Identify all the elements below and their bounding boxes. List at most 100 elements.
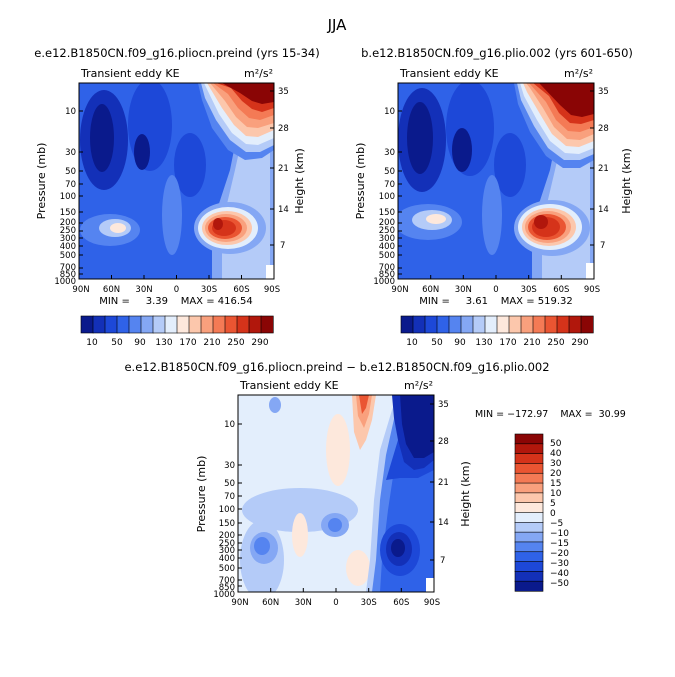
- tick-label: 10: [384, 107, 395, 117]
- colorbar-label: −5: [550, 519, 563, 529]
- colorbar-swatch: [224, 315, 238, 334]
- tick-label: 150: [219, 519, 235, 529]
- tick-label: 1000: [54, 277, 76, 287]
- panel-title: e.e12.B1850CN.f09_g16.pliocn.preind (yrs…: [34, 46, 319, 60]
- colorbar-label: 210: [523, 338, 540, 348]
- colorbar-label: 10: [406, 338, 418, 348]
- tick-label: 30N: [135, 285, 152, 295]
- colorbar-swatch: [514, 433, 544, 445]
- tick-label: 21: [278, 164, 289, 174]
- tick-label: 35: [278, 87, 289, 97]
- tick-label: 50: [224, 479, 235, 489]
- colorbar-label: 90: [454, 338, 466, 348]
- colorbar-label: 20: [550, 469, 562, 479]
- tick-label: 60N: [422, 285, 439, 295]
- panel-plio: b.e12.B1850CN.f09_g16.plio.002 (yrs 601-…: [354, 46, 633, 307]
- colorbar-preind: [80, 315, 274, 334]
- colorbar-labels-difference: 50 40 30 20 15 10 5 0 −5 −10 −15 −20 −30…: [550, 439, 569, 589]
- tick-label: 400: [219, 554, 235, 564]
- colorbar-swatch: [104, 315, 118, 334]
- colorbar-label: 170: [179, 338, 196, 348]
- colorbar-swatch: [496, 315, 510, 334]
- colorbar-label: 130: [475, 338, 492, 348]
- colorbar-label: −15: [550, 539, 569, 549]
- colorbar-swatch: [212, 315, 226, 334]
- contour-field: [238, 395, 434, 592]
- colorbar-swatch: [514, 561, 544, 572]
- tick-label: 700: [219, 576, 235, 586]
- colorbar-swatch: [460, 315, 474, 334]
- tick-label: 1000: [213, 590, 235, 600]
- colorbar-labels-preind: 10 50 90 130 170 210 250 290: [86, 338, 269, 348]
- min-max-stats: MIN = 3.39 MAX = 416.54: [99, 296, 253, 307]
- panel-title: e.e12.B1850CN.f09_g16.pliocn.preind − b.…: [124, 360, 549, 374]
- colorbar-labels-plio: 10 50 90 130 170 210 250 290: [406, 338, 589, 348]
- tick-label: 60S: [233, 285, 249, 295]
- tick-label: 14: [598, 205, 609, 215]
- tick-label: 700: [379, 263, 395, 273]
- season-title: JJA: [327, 16, 348, 34]
- x-tick-labels: 90N 60N 30N 0 30S 60S 90S: [231, 598, 440, 608]
- min-max-stats: MIN = −172.97 MAX = 30.99: [475, 409, 626, 420]
- tick-label: 200: [379, 218, 395, 228]
- colorbar-label: 15: [550, 479, 561, 489]
- colorbar-label: 130: [155, 338, 172, 348]
- units-label: m²/s²: [564, 67, 593, 80]
- y-axis-label: Pressure (mb): [195, 456, 208, 533]
- colorbar-label: −50: [550, 579, 569, 589]
- colorbar-label: −30: [550, 559, 569, 569]
- tick-label: 90N: [231, 598, 248, 608]
- tick-label: 60N: [262, 598, 279, 608]
- tick-label: 60S: [393, 598, 409, 608]
- tick-label: 300: [219, 546, 235, 556]
- tick-label: 30N: [295, 598, 312, 608]
- tick-label: 70: [65, 180, 76, 190]
- colorbar-swatch: [544, 315, 558, 334]
- tick-label: 70: [384, 180, 395, 190]
- colorbar-swatch: [514, 463, 544, 474]
- contour-field: [398, 83, 594, 279]
- tick-label: 500: [379, 251, 395, 261]
- tick-label: 0: [333, 598, 338, 608]
- colorbar-label: 170: [499, 338, 516, 348]
- tick-label: 7: [600, 241, 605, 251]
- colorbar-swatch: [514, 531, 544, 543]
- colorbar-label: 40: [550, 449, 562, 459]
- tick-label: 850: [379, 270, 395, 280]
- colorbar-swatch: [568, 315, 582, 334]
- height-tick-labels: 35 28 21 14 7: [598, 87, 609, 251]
- tick-label: 200: [60, 218, 76, 228]
- tick-label: 35: [598, 87, 609, 97]
- colorbar-label: 5: [550, 499, 556, 509]
- colorbar-label: 30: [550, 459, 562, 469]
- colorbar-swatch: [514, 492, 544, 504]
- colorbar-swatch: [508, 315, 522, 334]
- tick-label: 10: [65, 107, 76, 117]
- colorbar-label: 90: [134, 338, 146, 348]
- tick-label: 1000: [373, 277, 395, 287]
- colorbar-label: 290: [571, 338, 588, 348]
- tick-label: 250: [219, 539, 235, 549]
- tick-label: 0: [174, 285, 179, 295]
- colorbar-swatch: [260, 315, 274, 334]
- tick-label: 250: [60, 226, 76, 236]
- tick-label: 90S: [264, 285, 280, 295]
- colorbar-swatch: [514, 580, 544, 592]
- tick-label: 700: [60, 263, 76, 273]
- tick-label: 200: [219, 531, 235, 541]
- tick-label: 30S: [201, 285, 217, 295]
- colorbar-swatch: [128, 315, 142, 334]
- colorbar-label: 50: [550, 439, 562, 449]
- colorbar-difference: [514, 433, 544, 592]
- colorbar-label: 50: [111, 338, 123, 348]
- tick-label: 28: [438, 437, 449, 447]
- right-axis-label: Height (km): [459, 461, 472, 527]
- pressure-tick-labels: 10 30 50 70 100 150 200 250 300 400 500 …: [213, 420, 235, 600]
- colorbar-swatch: [580, 315, 594, 334]
- colorbar-label: 210: [203, 338, 220, 348]
- tick-label: 60S: [553, 285, 569, 295]
- colorbar-swatch: [514, 541, 544, 553]
- colorbar-label: 290: [251, 338, 268, 348]
- height-tick-labels: 35 28 21 14 7: [278, 87, 289, 251]
- colorbar-swatch: [164, 315, 178, 334]
